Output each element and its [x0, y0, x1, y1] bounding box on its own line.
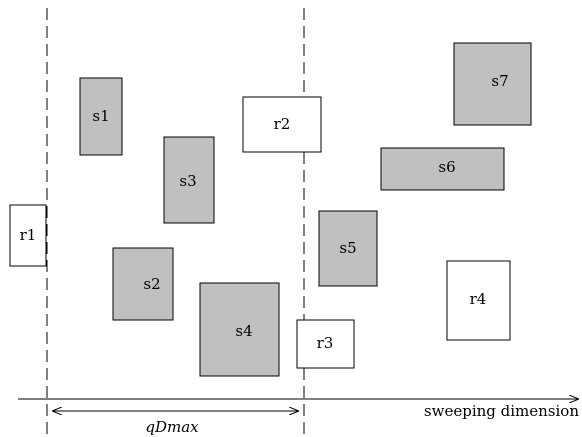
box-r3: r3 — [296, 319, 355, 369]
svg-text:s6: s6 — [438, 158, 455, 176]
svg-text:r2: r2 — [274, 115, 291, 133]
box-s3: s3 — [163, 136, 215, 224]
svg-text:r3: r3 — [317, 334, 334, 352]
svg-text:s1: s1 — [92, 107, 109, 125]
svg-text:r1: r1 — [20, 226, 37, 244]
box-r2: r2 — [242, 96, 322, 153]
box-s1: s1 — [79, 77, 123, 156]
box-r4: r4 — [446, 260, 511, 341]
svg-text:s3: s3 — [179, 172, 196, 190]
svg-text:s5: s5 — [339, 239, 356, 257]
box-s5: s5 — [318, 210, 378, 287]
box-s2: s2 — [112, 247, 174, 321]
box-r1: r1 — [9, 204, 47, 267]
svg-text:s7: s7 — [491, 72, 508, 90]
svg-text:r4: r4 — [470, 290, 487, 308]
sweep-axis-label: sweeping dimension — [424, 402, 579, 420]
box-s6: s6 — [380, 147, 505, 191]
window-width-label: qDmax — [145, 418, 199, 436]
svg-text:s2: s2 — [143, 275, 160, 293]
box-s4: s4 — [199, 282, 280, 377]
svg-text:s4: s4 — [235, 322, 252, 340]
box-s7: s7 — [453, 42, 532, 126]
